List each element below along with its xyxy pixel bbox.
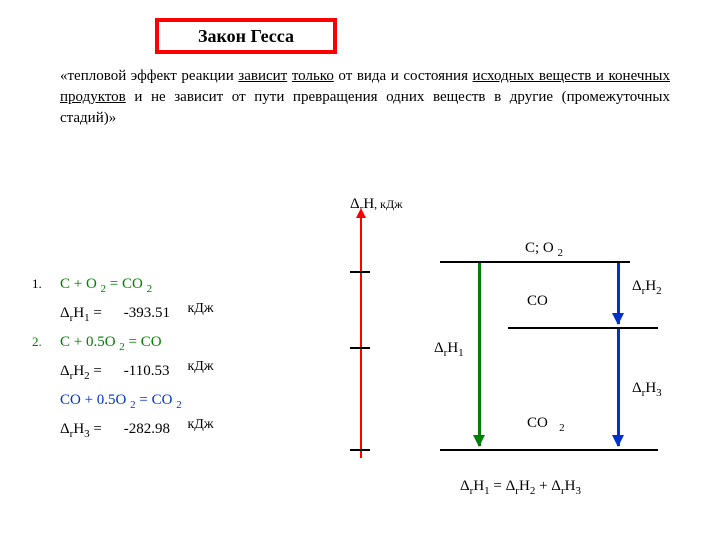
dh1-line: ΔrH1 = -393.51 кДж (32, 301, 342, 330)
tick-mid (350, 347, 370, 349)
title-box: Закон Гесса (155, 18, 337, 54)
eq-3: СО + 0.5О 2 = СО 2 (60, 388, 220, 417)
level-top (440, 261, 630, 263)
dh2-sym: ΔrH2 = (60, 359, 120, 388)
ah3s2: 3 (656, 387, 662, 399)
se14: 3 (575, 485, 581, 497)
arrow-h1-shaft (478, 263, 481, 446)
d2m: H (73, 363, 84, 379)
ah2p: Δ (632, 278, 642, 294)
dh2-val: -110.53 (124, 359, 184, 383)
d1p: Δ (60, 305, 70, 321)
ltl: C; O (525, 240, 558, 256)
level-mid (508, 327, 658, 329)
num-1: 1. (32, 272, 60, 296)
se10: + (535, 478, 551, 494)
level-mid-label: CO (527, 294, 549, 309)
lbls: 2 (559, 422, 565, 434)
tick-bot (350, 449, 370, 451)
lbl: CO (527, 415, 548, 431)
ah1m: H (447, 340, 458, 356)
eq3b: = СО (136, 392, 177, 408)
arrow-h3-head (612, 435, 624, 447)
dh3-sym: ΔrH3 = (60, 417, 120, 446)
se1: Δ (460, 478, 470, 494)
se13: H (565, 478, 576, 494)
ah3m: H (645, 380, 656, 396)
se5: = (490, 478, 506, 494)
ltls: 2 (558, 247, 564, 259)
d3p: Δ (60, 421, 70, 437)
reactions-block: 1. С + О 2 = СО 2 ΔrH1 = -393.51 кДж 2. … (32, 272, 342, 446)
def-p3: и не зависит от пути превращения одних в… (60, 89, 670, 126)
arrow-h1-head (473, 435, 485, 447)
d2eq: = (90, 363, 102, 379)
dh2-line: ΔrH2 = -110.53 кДж (32, 359, 342, 388)
ah1p: Δ (434, 340, 444, 356)
eq1s2: 2 (147, 283, 153, 295)
def-p2: от вида и состояния (334, 68, 473, 84)
def-u2: только (292, 68, 334, 84)
eq2b: = СО (125, 334, 162, 350)
dh3-unit: кДж (188, 417, 218, 432)
d2p: Δ (60, 363, 70, 379)
se11: Δ (551, 478, 561, 494)
dh1-val: -393.51 (124, 301, 184, 325)
label-h1: ΔrH1 (434, 340, 464, 359)
axu: , кДж (374, 197, 402, 211)
eq1a: С + О (60, 276, 101, 292)
definition-text: «тепловой эффект реакции зависит только … (60, 66, 670, 129)
arrow-h2 (617, 263, 620, 324)
sum-equation: ΔrH1 = ΔrH2 + ΔrH3 (460, 478, 581, 497)
ah3p: Δ (632, 380, 642, 396)
dh3-val: -282.98 (124, 417, 184, 441)
reaction-1: 1. С + О 2 = СО 2 (32, 272, 342, 301)
d3eq: = (90, 421, 102, 437)
label-h3: ΔrH3 (632, 380, 662, 399)
def-p1: «тепловой эффект реакции (60, 68, 238, 84)
reaction-3: СО + 0.5О 2 = СО 2 (32, 388, 342, 417)
dh1-sym: ΔrH1 = (60, 301, 120, 330)
level-bot-label: CO 2 (527, 416, 567, 436)
arrow-h3 (617, 329, 620, 446)
dh2-unit: кДж (188, 359, 218, 374)
ah2s2: 2 (656, 285, 662, 297)
dh1-unit: кДж (188, 301, 218, 316)
arrow-h3-shaft (617, 329, 620, 446)
def-u1: зависит (238, 68, 287, 84)
eq1b: = СО (106, 276, 147, 292)
lml: CO (527, 293, 548, 309)
d1eq: = (90, 305, 102, 321)
se8: H (519, 478, 530, 494)
eq2a: С + 0.5О (60, 334, 119, 350)
level-bot (440, 449, 658, 451)
se6: Δ (506, 478, 516, 494)
slide: Закон Гесса «тепловой эффект реакции зав… (0, 0, 720, 540)
eq3s2: 2 (176, 399, 182, 411)
se3: H (473, 478, 484, 494)
ah2m: H (645, 278, 656, 294)
reaction-2: 2. С + 0.5О 2 = СО (32, 330, 342, 359)
energy-axis (360, 218, 362, 458)
ah1s2: 1 (458, 347, 464, 359)
eq-1: С + О 2 = СО 2 (60, 272, 220, 301)
dh3-line: ΔrH3 = -282.98 кДж (32, 417, 342, 446)
label-h2: ΔrH2 (632, 278, 662, 297)
num-2: 2. (32, 330, 60, 354)
title-text: Закон Гесса (198, 26, 294, 46)
eq3a: СО + 0.5О (60, 392, 130, 408)
arrow-h2-head (612, 313, 624, 325)
eq-2: С + 0.5О 2 = СО (60, 330, 220, 359)
arrow-h1 (478, 263, 481, 446)
tick-top (350, 271, 370, 273)
d1m: H (73, 305, 84, 321)
level-top-label: C; O 2 (525, 240, 563, 259)
d3m: H (73, 421, 84, 437)
